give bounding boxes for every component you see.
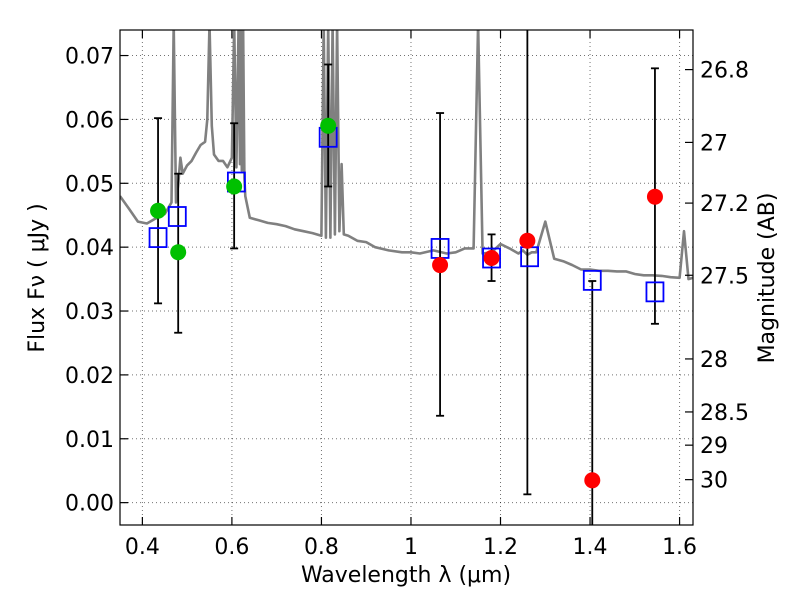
magnitude-tick-label: 30 (700, 469, 728, 494)
x-tick-label: 0.8 (304, 535, 339, 560)
magnitude-tick-label: 26.8 (700, 59, 749, 84)
model-photometry-square (482, 247, 501, 269)
y-axis-label: Flux Fν ( μJy ) (25, 203, 50, 352)
magnitude-tick-label: 29 (700, 434, 728, 459)
x-tick-label: 0.4 (125, 535, 160, 560)
y-tick-label: 0.00 (65, 492, 114, 517)
observed-flux-point (584, 472, 601, 489)
x-axis-label: Wavelength λ (μm) (301, 563, 511, 588)
axis-ticks (120, 30, 693, 525)
model-photometry-square (167, 206, 187, 227)
x-tick-label: 1 (404, 535, 418, 560)
grid-lines (120, 30, 693, 525)
tick-labels: 0.4 0.6 0.8 1 1.2 1.4 1.6 0.00 0.01 0.02 0.03 0.04 0… (65, 45, 749, 560)
magnitude-tick-label: 27 (700, 131, 728, 156)
model-photometry-square (582, 269, 602, 291)
model-photometry-square (645, 281, 665, 303)
y-tick-label: 0.06 (65, 108, 114, 133)
observed-flux-point (432, 257, 449, 274)
observed-flux-point (320, 117, 337, 134)
observed-flux-point (519, 232, 536, 249)
observed-flux-point (226, 178, 243, 195)
observed-flux-point (170, 244, 187, 261)
magnitude-tick-label: 27.2 (700, 192, 749, 217)
observed-flux-point (150, 202, 167, 219)
y-tick-label: 0.05 (65, 172, 114, 197)
magnitude-tick-label: 28.5 (700, 401, 749, 426)
observed-flux-point (646, 188, 663, 205)
x-tick-label: 1.2 (483, 535, 518, 560)
model-spectrum-line (120, 30, 693, 281)
y-tick-label: 0.04 (65, 236, 114, 261)
x-tick-label: 1.6 (662, 535, 697, 560)
y-tick-label: 0.03 (65, 300, 114, 325)
y-tick-label: 0.07 (65, 45, 114, 70)
y-tick-label: 0.01 (65, 428, 114, 453)
x-tick-label: 1.4 (573, 535, 608, 560)
magnitude-tick-label: 28 (700, 348, 728, 373)
x-tick-label: 0.6 (214, 535, 249, 560)
y-tick-label: 0.02 (65, 364, 114, 389)
right-axis-label: Magnitude (AB) (755, 193, 780, 364)
model-photometry-square (148, 227, 168, 248)
observed-flux-point (483, 250, 500, 267)
magnitude-tick-label: 27.5 (700, 264, 749, 289)
plot-frame (119, 29, 694, 526)
plot-area (120, 30, 693, 525)
